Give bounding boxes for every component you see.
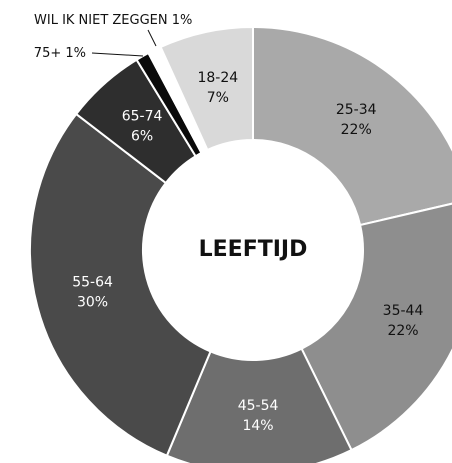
label-category: 75+ (34, 46, 61, 61)
slice-category: 65-74 (122, 109, 163, 125)
label-value: 1% (172, 13, 193, 28)
slice-value: 22% (341, 122, 372, 138)
slices (29, 25, 452, 463)
leader-line (91, 52, 144, 57)
label-category: WIL IK NIET ZEGGEN (34, 13, 168, 28)
slice-value: 22% (387, 323, 418, 339)
slice-category: 45-54 (238, 398, 279, 414)
center-label: LEEFTIJD (199, 237, 308, 262)
slice (165, 347, 353, 463)
outside-label: WIL IK NIET ZEGGEN 1% (34, 13, 192, 28)
slice (252, 25, 452, 227)
slice-value: 14% (242, 418, 273, 434)
slice (300, 202, 452, 452)
slice-category: 55-64 (72, 275, 113, 291)
slice (159, 25, 254, 152)
outside-label: 75+ 1% (34, 46, 86, 61)
slice-category: 35-44 (383, 303, 424, 319)
slice (29, 112, 212, 458)
slice-value: 7% (207, 90, 229, 106)
slice-category: 25-34 (336, 102, 377, 118)
slice-value: 30% (77, 295, 108, 311)
slice-category: 18-24 (197, 70, 238, 86)
slice-value: 6% (131, 129, 153, 145)
label-value: 1% (65, 46, 86, 61)
leader-line (147, 29, 157, 47)
